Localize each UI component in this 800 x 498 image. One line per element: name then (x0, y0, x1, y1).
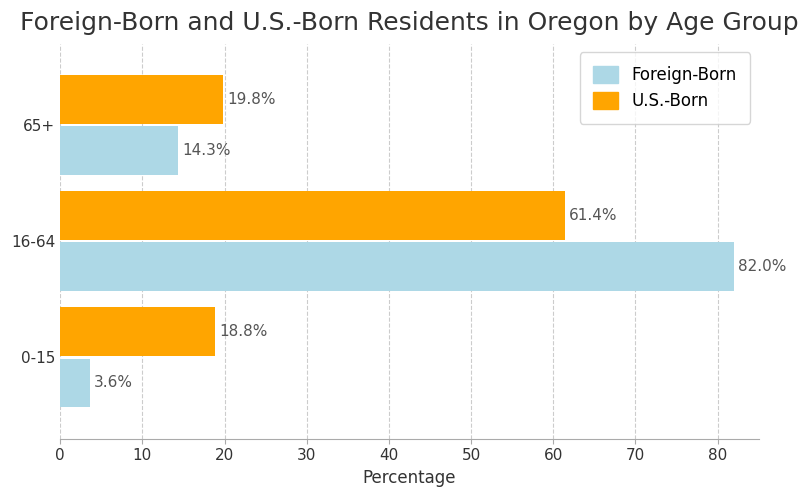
Text: 18.8%: 18.8% (219, 324, 267, 339)
Text: 61.4%: 61.4% (569, 208, 618, 223)
Bar (60, 359, 90, 407)
Bar (60, 191, 565, 240)
X-axis label: Percentage: Percentage (362, 469, 456, 487)
Title: Foreign-Born and U.S.-Born Residents in Oregon by Age Group: Foreign-Born and U.S.-Born Residents in … (20, 11, 798, 35)
Text: 3.6%: 3.6% (94, 375, 133, 390)
Bar (60, 243, 734, 291)
Bar (60, 75, 223, 124)
Text: 82.0%: 82.0% (738, 259, 786, 274)
Legend: Foreign-Born, U.S.-Born: Foreign-Born, U.S.-Born (580, 52, 750, 124)
Text: 14.3%: 14.3% (182, 143, 230, 158)
Bar (60, 307, 214, 356)
Bar (60, 126, 178, 175)
Text: 19.8%: 19.8% (227, 92, 275, 107)
